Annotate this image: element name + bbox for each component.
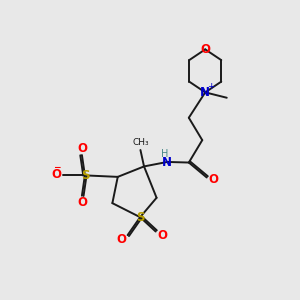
Text: O: O xyxy=(157,229,167,242)
Text: S: S xyxy=(136,211,144,224)
Text: O: O xyxy=(200,43,210,56)
Text: O: O xyxy=(77,142,88,155)
Text: CH₃: CH₃ xyxy=(132,138,149,147)
Text: +: + xyxy=(208,82,215,91)
Text: N: N xyxy=(162,156,172,169)
Text: O: O xyxy=(208,173,218,186)
Text: O: O xyxy=(117,233,127,246)
Text: H: H xyxy=(161,149,169,160)
Text: N: N xyxy=(200,86,210,99)
Text: O: O xyxy=(77,196,88,209)
Text: S: S xyxy=(81,169,89,182)
Text: O: O xyxy=(52,168,61,181)
Text: −: − xyxy=(53,163,60,172)
